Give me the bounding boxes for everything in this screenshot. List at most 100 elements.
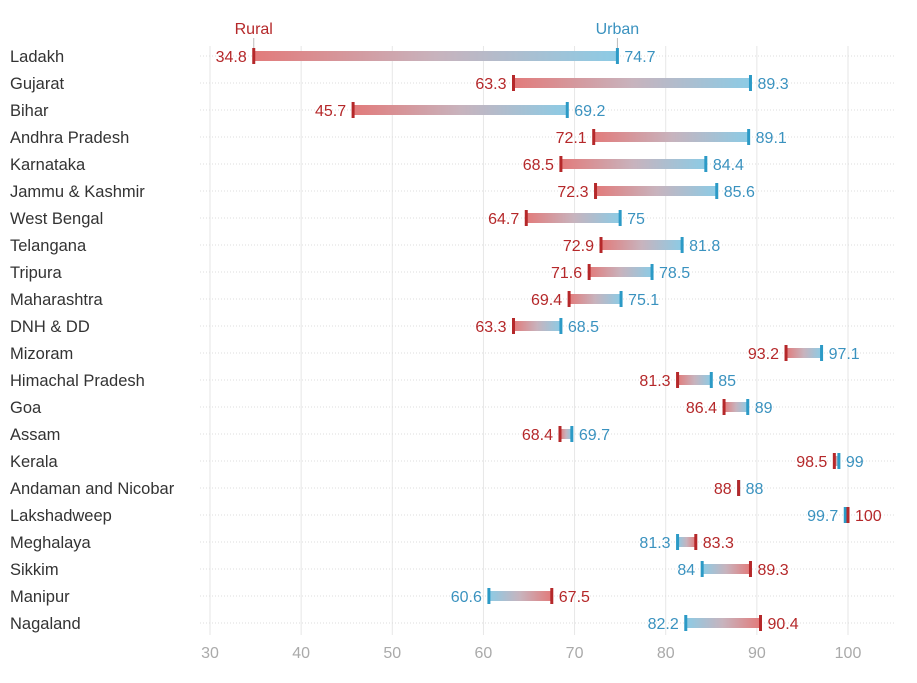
category-label: Manipur: [10, 588, 70, 606]
dumbbell-row: 81.3 83.3: [639, 534, 734, 552]
urban-value-label: 85.6: [724, 184, 755, 201]
dumbbell-row: 60.6 67.5: [451, 588, 590, 606]
x-tick-label: 90: [748, 645, 766, 662]
urban-marker: [680, 237, 684, 253]
x-tick-label: 50: [383, 645, 401, 662]
rural-value-label: 81.3: [639, 373, 670, 390]
urban-value-label: 88: [746, 481, 764, 498]
x-tick-label: 60: [475, 645, 493, 662]
range-bar: [253, 51, 618, 61]
rural-value-label: 45.7: [315, 103, 346, 120]
category-label: Jammu & Kashmir: [10, 183, 145, 201]
urban-value-label: 78.5: [659, 265, 690, 282]
range-bar: [685, 618, 761, 628]
rural-marker: [694, 534, 698, 550]
rural-marker: [587, 264, 591, 280]
rural-marker: [737, 480, 741, 496]
rural-marker: [846, 507, 850, 523]
rural-marker: [524, 210, 528, 226]
rural-value-label: 64.7: [488, 211, 519, 228]
dumbbell-row: 69.4 75.1: [531, 291, 659, 309]
urban-marker: [559, 318, 563, 334]
category-label: Meghalaya: [10, 534, 92, 552]
urban-marker: [747, 129, 751, 145]
rural-value-label: 72.1: [556, 130, 587, 147]
urban-value-label: 97.1: [829, 346, 860, 363]
rural-value-label: 93.2: [748, 346, 779, 363]
urban-value-label: 75: [627, 211, 645, 228]
category-label: Kerala: [10, 453, 59, 471]
category-labels: Ladakh Gujarat Bihar Andhra Pradesh Karnatak…: [10, 48, 175, 633]
dumbbell-row: 45.7 69.2: [315, 102, 606, 120]
category-label: Sikkim: [10, 561, 59, 579]
urban-value-label: 99: [846, 454, 864, 471]
urban-value-label: 69.2: [574, 103, 605, 120]
category-label: Telangana: [10, 237, 87, 255]
urban-marker: [619, 291, 623, 307]
range-bar: [569, 294, 622, 304]
urban-marker: [748, 75, 752, 91]
category-label: Andhra Pradesh: [10, 129, 129, 147]
rural-marker: [567, 291, 571, 307]
urban-value-label: 89.1: [756, 130, 787, 147]
rural-marker: [748, 561, 752, 577]
urban-marker: [570, 426, 574, 442]
category-label: Lakshadweep: [10, 507, 112, 525]
category-label: Tripura: [10, 264, 62, 282]
rural-marker: [512, 318, 516, 334]
urban-value-label: 99.7: [807, 508, 838, 525]
category-label: West Bengal: [10, 210, 103, 228]
dumbbell-row: 81.3 85: [639, 372, 736, 390]
rural-marker: [558, 426, 562, 442]
urban-marker: [715, 183, 719, 199]
range-bar: [677, 375, 712, 385]
range-bar: [724, 402, 748, 412]
range-bar: [589, 267, 653, 277]
row-guidelines: [200, 55, 896, 624]
category-label: Nagaland: [10, 615, 81, 633]
category-label: Himachal Pradesh: [10, 372, 145, 390]
dumbbell-row: 98.5 99: [796, 453, 864, 471]
urban-value-label: 69.7: [579, 427, 610, 444]
range-bar: [595, 186, 717, 196]
dumbbell-row: 63.3 68.5: [475, 318, 599, 336]
urban-value-label: 84.4: [713, 157, 744, 174]
rural-value-label: 98.5: [796, 454, 827, 471]
urban-marker: [709, 372, 713, 388]
rural-marker: [512, 75, 516, 91]
category-label: Mizoram: [10, 345, 73, 363]
rural-marker: [252, 48, 256, 64]
rural-value-label: 63.3: [475, 319, 506, 336]
urban-marker: [684, 615, 688, 631]
rural-marker: [759, 615, 763, 631]
dumbbell-row: 86.4 89: [686, 399, 773, 417]
category-label: Assam: [10, 426, 60, 444]
dumbbell-row: 99.7 100: [807, 507, 882, 525]
rural-value-label: 68.4: [522, 427, 553, 444]
category-label: Maharashtra: [10, 291, 103, 309]
range-bar: [488, 591, 552, 601]
rural-value-label: 34.8: [216, 49, 247, 66]
dumbbell-bars: 34.8 74.7 63.3 89.3 45.7 69.2 72.1 89.1 68.5 84.4…: [216, 48, 882, 633]
x-axis-ticks: 30 40 50 60 70 80 90 100: [201, 645, 861, 662]
category-label: DNH & DD: [10, 318, 90, 336]
range-bar: [526, 213, 621, 223]
x-tick-label: 70: [566, 645, 584, 662]
range-bar: [702, 564, 751, 574]
range-bar: [513, 78, 751, 88]
urban-value-label: 89: [755, 400, 773, 417]
urban-marker: [618, 210, 622, 226]
rural-marker: [550, 588, 554, 604]
dumbbell-row: 72.1 89.1: [556, 129, 787, 147]
dumbbell-row: 34.8 74.7: [216, 48, 656, 66]
legend-urban-label: Urban: [596, 21, 640, 38]
legend: Rural Urban: [235, 21, 640, 48]
urban-value-label: 60.6: [451, 589, 482, 606]
dumbbell-row: 72.3 85.6: [557, 183, 755, 201]
range-bar: [786, 348, 822, 358]
dumbbell-row: 64.7 75: [488, 210, 645, 228]
range-bar: [834, 456, 839, 466]
category-label: Karnataka: [10, 156, 86, 174]
urban-marker: [487, 588, 491, 604]
category-label: Gujarat: [10, 75, 65, 93]
